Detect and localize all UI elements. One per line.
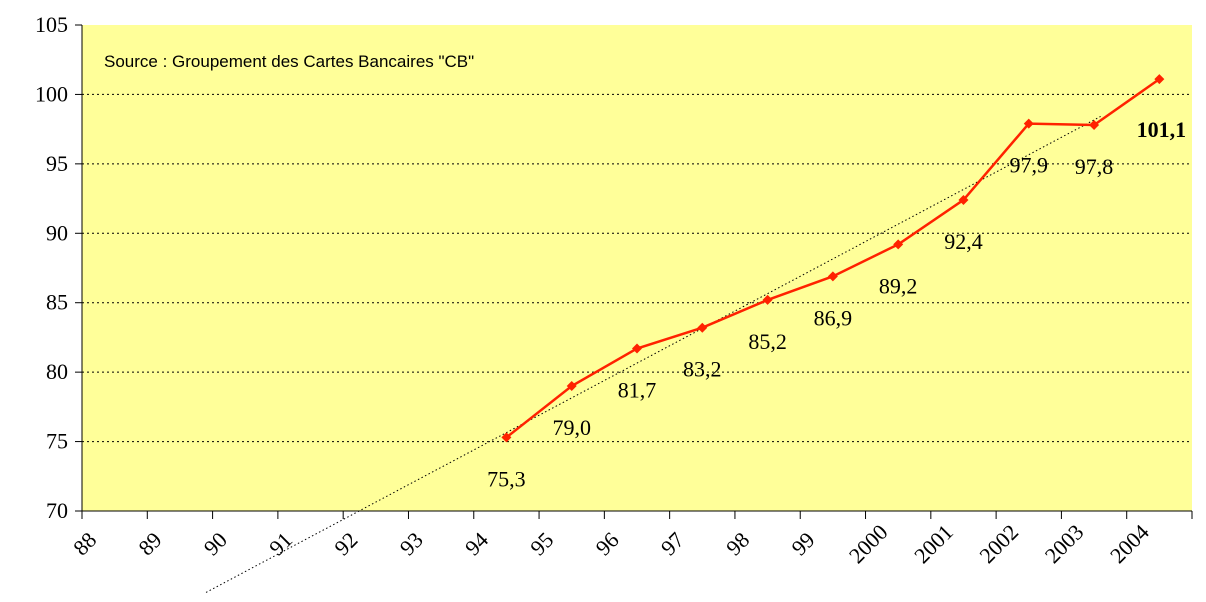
data-point	[566, 381, 577, 392]
plot-area	[82, 25, 1192, 511]
data-label: 101,1	[1137, 117, 1187, 142]
data-label: 86,9	[814, 305, 853, 330]
trendline	[205, 116, 1101, 593]
data-point	[697, 322, 708, 333]
data-label: 83,2	[683, 357, 722, 382]
y-tick-label: 105	[35, 12, 68, 37]
x-tick-label: 91	[264, 527, 297, 560]
data-point	[827, 271, 838, 282]
data-label: 97,9	[1010, 153, 1049, 178]
x-tick-label: 2002	[974, 519, 1023, 568]
data-point	[762, 294, 773, 305]
x-tick-label: 99	[786, 527, 819, 560]
x-tick-label: 95	[525, 527, 558, 560]
data-point	[1154, 74, 1165, 85]
y-tick-label: 70	[46, 498, 68, 523]
data-label: 81,7	[618, 378, 657, 403]
data-point	[1089, 119, 1100, 130]
data-label: 75,3	[487, 466, 526, 491]
data-point	[632, 343, 642, 354]
x-tick-label: 2004	[1105, 519, 1154, 568]
data-label: 79,0	[552, 415, 591, 440]
x-tick-label: 94	[460, 527, 493, 560]
x-tick-label: 88	[68, 527, 101, 560]
data-label: 85,2	[748, 329, 787, 354]
x-tick-label: 2000	[844, 519, 893, 568]
data-label: 92,4	[944, 229, 983, 254]
data-point	[893, 239, 904, 250]
data-label: 97,8	[1075, 154, 1114, 179]
y-tick-label: 95	[46, 151, 68, 176]
y-tick-label: 100	[35, 81, 68, 106]
data-point	[958, 194, 969, 205]
data-point	[501, 432, 512, 443]
x-tick-label: 97	[656, 527, 689, 560]
x-tick-label: 90	[199, 527, 232, 560]
data-point	[1023, 118, 1034, 129]
x-tick-label: 96	[590, 527, 623, 560]
x-tick-label: 93	[395, 527, 428, 560]
x-tick-label: 89	[133, 527, 166, 560]
y-tick-label: 85	[46, 290, 68, 315]
data-label: 89,2	[879, 273, 918, 298]
x-tick-label: 92	[329, 527, 362, 560]
source-note: Source : Groupement des Cartes Bancaires…	[104, 52, 474, 71]
y-tick-label: 80	[46, 359, 68, 384]
y-tick-label: 90	[46, 220, 68, 245]
x-tick-label: 2001	[909, 519, 958, 568]
y-tick-label: 75	[46, 429, 68, 454]
x-tick-label: 98	[721, 527, 754, 560]
x-tick-label: 2003	[1040, 519, 1089, 568]
